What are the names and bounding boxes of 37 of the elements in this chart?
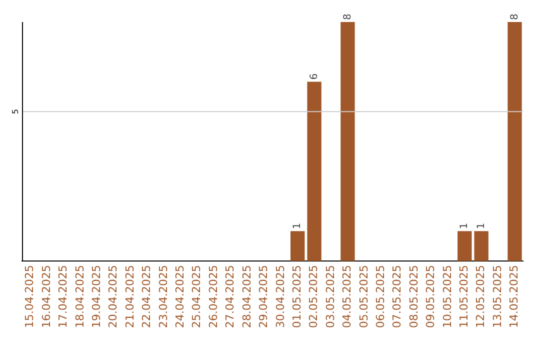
data-label: 6 [308,73,320,80]
x-tick-label: 01.05.2025 [290,265,304,328]
x-tick-label: 13.05.2025 [490,265,504,328]
x-tick-label: 05.05.2025 [357,265,370,328]
x-tick-label: 17.04.2025 [56,265,70,328]
x-tick-label: 14.05.2025 [508,265,521,328]
data-label: 1 [459,222,470,230]
x-tick-label: 06.05.2025 [374,265,387,328]
x-tick-label: 27.04.2025 [224,265,237,328]
x-tick-label: 25.04.2025 [190,265,204,328]
x-tick-label: 04.05.2025 [340,265,354,328]
x-tick-label: 24.04.2025 [174,265,187,328]
x-tick-label: 28.04.2025 [240,265,254,328]
x-tick-label: 08.05.2025 [407,265,420,328]
data-label: 1 [292,222,304,230]
x-tick-label: 03.05.2025 [324,265,337,328]
ref-line-label: 5 [11,109,20,114]
data-label: 1 [476,222,487,230]
x-tick-label: 16.04.2025 [40,265,53,328]
x-tick-label: 29.04.2025 [257,265,270,328]
x-tick-label: 30.04.2025 [274,265,287,328]
x-tick-label: 22.04.2025 [140,265,154,328]
x-tick-label: 07.05.2025 [390,265,404,328]
x-tick-label: 09.05.2025 [424,265,438,328]
x-tick-label: 26.04.2025 [206,265,220,328]
x-tick-label: 20.04.2025 [106,265,120,328]
x-tick-label: 12.05.2025 [474,265,488,328]
x-tick-label: 15.04.2025 [23,265,36,328]
x-tick-label: 23.04.2025 [156,265,170,328]
x-tick-label: 18.04.2025 [73,265,86,328]
x-tick-label: 10.05.2025 [440,265,454,328]
x-tick-label: 02.05.2025 [307,265,320,328]
data-label: 8 [509,14,520,20]
x-tick-label: 19.04.2025 [90,265,104,328]
x-tick-label: 21.04.2025 [123,265,136,328]
x-tick-label: 11.05.2025 [457,265,470,328]
data-label: 8 [342,14,354,20]
